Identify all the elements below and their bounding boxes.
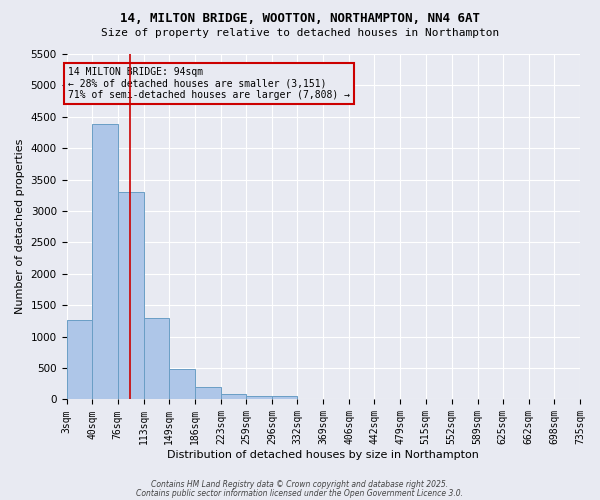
Text: 14, MILTON BRIDGE, WOOTTON, NORTHAMPTON, NN4 6AT: 14, MILTON BRIDGE, WOOTTON, NORTHAMPTON,… xyxy=(120,12,480,26)
Bar xyxy=(169,368,195,400)
Bar xyxy=(272,396,298,400)
Text: Contains public sector information licensed under the Open Government Licence 3.: Contains public sector information licen… xyxy=(137,488,464,498)
Bar xyxy=(67,320,92,400)
Bar xyxy=(92,124,118,400)
Bar xyxy=(195,387,221,400)
Bar xyxy=(221,394,246,400)
Bar xyxy=(118,192,143,400)
Text: Size of property relative to detached houses in Northampton: Size of property relative to detached ho… xyxy=(101,28,499,38)
Text: Contains HM Land Registry data © Crown copyright and database right 2025.: Contains HM Land Registry data © Crown c… xyxy=(151,480,449,489)
Bar xyxy=(143,318,169,400)
Y-axis label: Number of detached properties: Number of detached properties xyxy=(15,139,25,314)
Text: 14 MILTON BRIDGE: 94sqm
← 28% of detached houses are smaller (3,151)
71% of semi: 14 MILTON BRIDGE: 94sqm ← 28% of detache… xyxy=(68,66,350,100)
X-axis label: Distribution of detached houses by size in Northampton: Distribution of detached houses by size … xyxy=(167,450,479,460)
Bar xyxy=(246,396,272,400)
